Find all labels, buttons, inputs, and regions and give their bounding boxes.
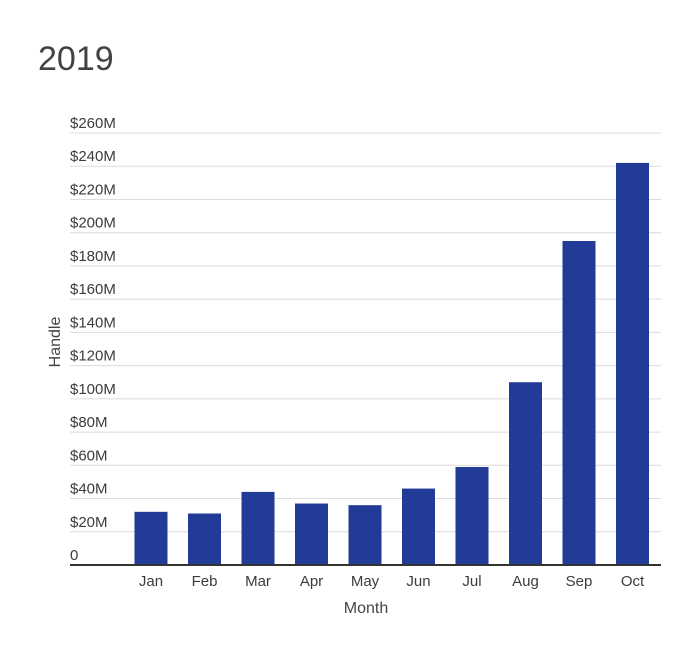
y-tick-label: 0 <box>70 547 78 564</box>
y-tick-label: $240M <box>70 148 116 165</box>
bar-mar <box>241 491 275 565</box>
x-tick-label: Jan <box>139 573 163 590</box>
bar-jun <box>402 488 435 565</box>
x-tick-label: Apr <box>300 573 323 590</box>
x-tick-label: Aug <box>512 573 539 590</box>
x-tick-label: Feb <box>192 573 218 590</box>
x-tick-label: Jun <box>406 573 430 590</box>
y-tick-label: $200M <box>70 215 116 232</box>
grid-lines <box>70 132 661 533</box>
y-tick-label: $60M <box>70 447 108 464</box>
y-axis-ticks: 0 $20M $40M $60M $80M $100M $120M $140M $160M $18… <box>70 115 116 564</box>
bar-jan <box>134 511 168 565</box>
bar-oct <box>616 162 649 565</box>
x-tick-label: Oct <box>621 573 645 590</box>
y-tick-label: $180M <box>70 248 116 265</box>
y-tick-label: $220M <box>70 181 116 198</box>
x-tick-label: Mar <box>245 573 271 590</box>
y-tick-label: $40M <box>70 481 108 498</box>
bars <box>134 162 649 565</box>
x-tick-label: Jul <box>462 573 481 590</box>
y-tick-label: $20M <box>70 514 108 531</box>
x-tick-label: May <box>351 573 380 590</box>
x-axis-label: Month <box>344 600 388 617</box>
bar-feb <box>188 513 221 565</box>
y-axis-label: Handle <box>47 317 64 368</box>
bar-apr <box>295 503 328 565</box>
y-tick-label: $260M <box>70 115 116 132</box>
x-tick-label: Sep <box>566 573 593 590</box>
bar-sep <box>562 241 596 565</box>
y-tick-label: $80M <box>70 414 108 431</box>
bar-may <box>348 505 382 565</box>
chart-title: 2019 <box>38 40 114 78</box>
bar-aug <box>509 382 542 565</box>
bar-jul <box>455 466 489 565</box>
y-tick-label: $140M <box>70 314 116 331</box>
x-axis-ticks: Jan Feb Mar Apr May Jun Jul Aug Sep Oct <box>139 573 645 590</box>
y-tick-label: $120M <box>70 348 116 365</box>
y-tick-label: $160M <box>70 281 116 298</box>
y-tick-label: $100M <box>70 381 116 398</box>
